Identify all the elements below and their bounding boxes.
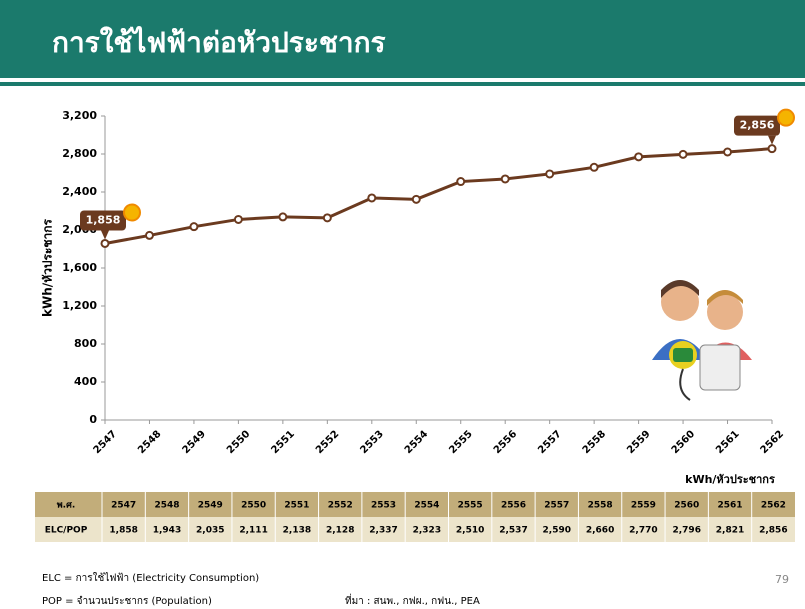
- slide-title: การใช้ไฟฟ้าต่อหัวประชากร: [52, 26, 386, 59]
- table-year: 2556: [501, 501, 526, 511]
- y-tick-label: 1,600: [62, 261, 97, 274]
- people-icon: [652, 280, 752, 401]
- data-point: [233, 214, 243, 224]
- y-tick-label: 2,800: [62, 147, 97, 160]
- data-point: [100, 238, 110, 248]
- table-year: 2552: [328, 501, 353, 511]
- table-year: 2547: [111, 501, 136, 511]
- data-point: [767, 144, 777, 154]
- table-year: 2551: [284, 501, 309, 511]
- y-tick-label: 2,400: [62, 185, 97, 198]
- table-value: 2,537: [499, 526, 527, 536]
- data-point: [500, 174, 510, 184]
- data-point: [589, 162, 599, 172]
- data-point: [678, 149, 688, 159]
- callout-sun: [123, 203, 141, 222]
- y-tick-label: 0: [89, 413, 97, 426]
- table-value: 2,337: [369, 526, 397, 536]
- callout-label: 1,858: [86, 213, 121, 226]
- table-year: 2555: [458, 501, 483, 511]
- table-value: 1,858: [109, 526, 137, 536]
- title-bar: [0, 0, 805, 78]
- table-value: 2,035: [196, 526, 224, 536]
- data-point: [278, 212, 288, 222]
- table-value: 2,138: [283, 526, 311, 536]
- data-point: [367, 193, 377, 203]
- table-value: 2,796: [672, 526, 700, 536]
- y-tick-label: 400: [74, 375, 97, 388]
- callout-box: [734, 115, 780, 136]
- table-year: 2560: [674, 501, 699, 511]
- y-tick-label: 800: [74, 337, 97, 350]
- page-number: 79: [775, 573, 789, 586]
- y-tick-label: 1,200: [62, 299, 97, 312]
- table-year: 2549: [198, 501, 223, 511]
- table-data-row: [35, 517, 795, 542]
- table-value: 2,323: [413, 526, 441, 536]
- data-point: [144, 230, 154, 240]
- table-year: 2562: [761, 501, 786, 511]
- y-tick-label: 3,200: [62, 109, 97, 122]
- table-row-label: ELC/POP: [45, 526, 88, 536]
- table-year: 2557: [544, 501, 569, 511]
- table-year: 2550: [241, 501, 266, 511]
- data-point: [456, 177, 466, 187]
- data-point: [545, 169, 555, 179]
- table-value: 2,111: [239, 526, 267, 536]
- table-value: 2,590: [543, 526, 571, 536]
- table-value: 2,856: [759, 526, 787, 536]
- callout-sun: [777, 108, 795, 127]
- table-year: 2553: [371, 501, 396, 511]
- table-year: 2559: [631, 501, 656, 511]
- footnote: ELC = การใช้ไฟฟ้า (Electricity Consumpti…: [42, 572, 259, 584]
- table-value: 2,821: [716, 526, 744, 536]
- table-value: 2,660: [586, 526, 614, 536]
- table-value: 2,128: [326, 526, 354, 536]
- table-value: 2,510: [456, 526, 484, 536]
- callout-pointer: [101, 230, 109, 240]
- table-unit: kWh/หัวประชากร: [685, 473, 775, 486]
- callout-pointer: [768, 135, 776, 145]
- y-axis-label: kWh/หัวประชากร: [41, 219, 55, 317]
- table-year: 2554: [414, 501, 439, 511]
- table-year: 2561: [718, 501, 743, 511]
- table-value: 1,943: [153, 526, 181, 536]
- data-point: [634, 152, 644, 162]
- table-year: 2558: [588, 501, 613, 511]
- table-header-row: [35, 492, 795, 517]
- table-year: 2548: [154, 501, 179, 511]
- source-note: ที่มา : สนพ., กฟผ., กฟน., PEA: [345, 593, 480, 607]
- data-point: [723, 147, 733, 157]
- callout-label: 2,856: [740, 119, 775, 132]
- footnote: POP = จำนวนประชากร (Population): [42, 596, 212, 607]
- data-point: [411, 194, 421, 204]
- table-value: 2,770: [629, 526, 657, 536]
- data-line: [104, 147, 773, 245]
- table-header-label: พ.ศ.: [57, 501, 75, 511]
- data-point: [189, 222, 199, 232]
- title-rule: [0, 82, 805, 86]
- data-point: [322, 213, 332, 223]
- callout-box: [80, 210, 126, 231]
